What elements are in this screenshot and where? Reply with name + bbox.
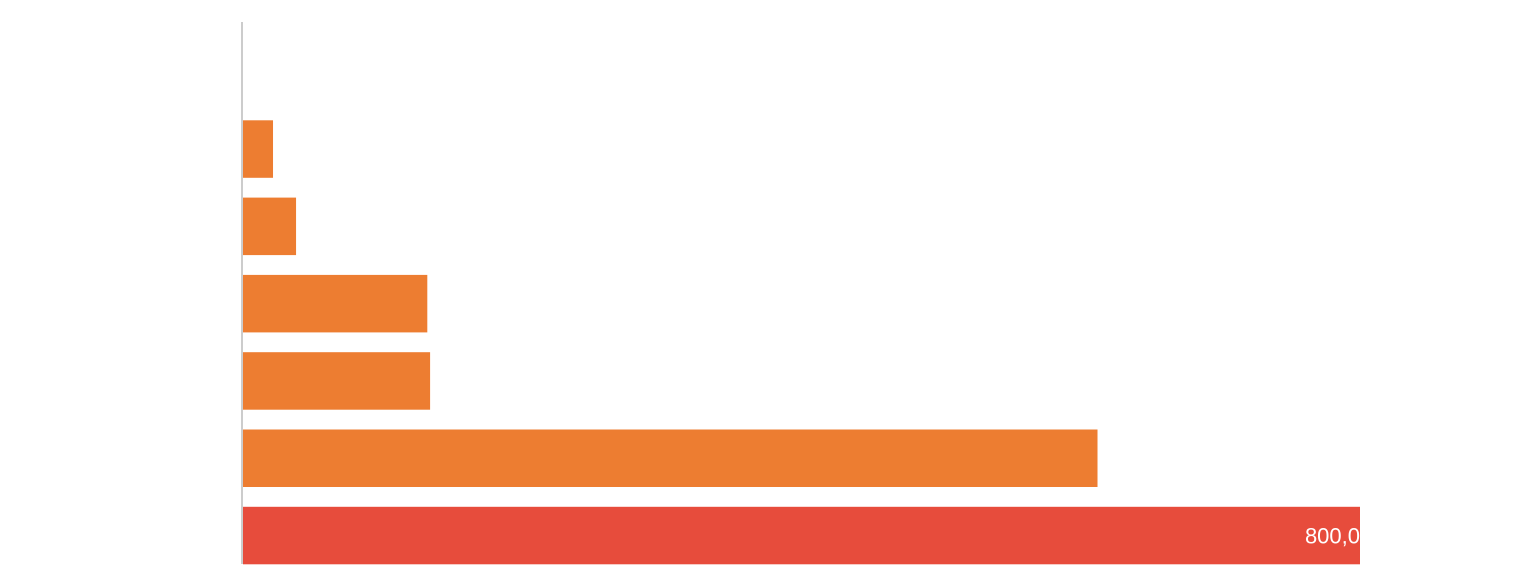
- value-label: 800,0: [1305, 523, 1360, 548]
- bar: [243, 197, 297, 256]
- bar: [243, 429, 1098, 487]
- bar: [243, 274, 428, 333]
- bar: [243, 506, 1360, 565]
- bar: [243, 120, 274, 178]
- bar: [243, 352, 431, 410]
